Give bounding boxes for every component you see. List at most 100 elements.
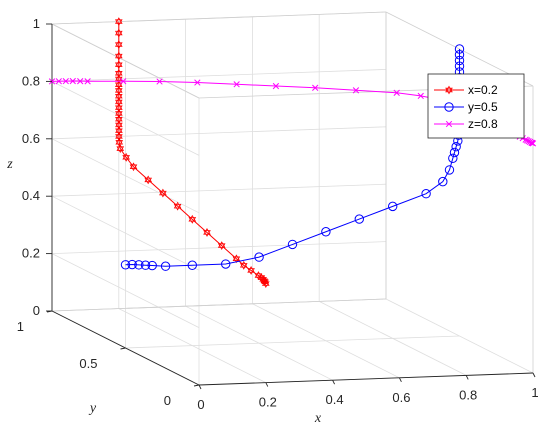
hexagram-triangle-down <box>188 217 197 224</box>
hexagram-triangle-up <box>115 103 123 110</box>
data-point-0-14 <box>144 175 153 185</box>
data-point-0-18 <box>115 137 124 147</box>
data-point-2-4 <box>77 78 84 85</box>
data-point-0-10 <box>203 228 211 237</box>
hexagram-triangle-down <box>144 177 153 185</box>
hexagram-triangle-up <box>114 68 123 76</box>
data-point-1-33 <box>454 55 465 66</box>
y-tick-label: 0 <box>164 393 171 408</box>
hexagram-triangle-up <box>445 85 453 93</box>
legend-entry-0: x=0.2 <box>434 83 498 97</box>
hexagram-triangle-up <box>188 214 197 222</box>
data-point-0-11 <box>188 214 197 224</box>
x-tick-mark <box>532 372 536 378</box>
data-point-0-7 <box>239 260 248 270</box>
hexagram-triangle-up <box>122 152 130 160</box>
back-wall-grid-z <box>51 183 387 197</box>
hexagram-triangle-up <box>115 91 123 99</box>
data-point-2-9 <box>233 81 240 88</box>
legend-marker <box>444 102 454 112</box>
hexagram-triangle-down <box>254 273 263 280</box>
hexagram-triangle-down <box>247 268 255 275</box>
z-tick-label: 1 <box>33 16 40 31</box>
x-tick-label: 1 <box>531 385 538 400</box>
box-edge <box>51 23 200 99</box>
data-point-0-30 <box>114 68 123 78</box>
hexagram-triangle-up <box>115 126 123 133</box>
x-tick-mark <box>465 375 469 380</box>
series-layer <box>48 17 537 288</box>
hexagram-triangle-down <box>173 203 182 211</box>
data-point-1-10 <box>321 227 331 237</box>
hexagram-triangle-down <box>159 190 167 198</box>
y-tick-mark <box>193 384 200 387</box>
data-point-1-6 <box>187 260 198 270</box>
back-wall-grid-z <box>51 126 387 140</box>
left-wall-grid-z <box>51 138 200 214</box>
hexagram-triangle-up <box>129 162 138 169</box>
x-axis-line <box>198 372 534 386</box>
left-wall-grid-z <box>51 81 200 156</box>
back-wall-grid-z <box>51 69 387 82</box>
hexagram-triangle-up <box>114 17 123 24</box>
hexagram-triangle-up <box>144 175 153 183</box>
series-line-0 <box>118 21 267 284</box>
hexagram-triangle-down <box>114 53 123 61</box>
x-marker-stroke <box>393 89 400 96</box>
x-tick-label: 0.4 <box>326 392 344 407</box>
data-point-2-2 <box>62 77 69 85</box>
data-point-1-7 <box>221 259 231 269</box>
z-tick-label: 0.4 <box>22 188 40 203</box>
data-point-2-7 <box>156 78 163 85</box>
x-marker-stroke <box>84 78 91 85</box>
x-tick-label: 0.8 <box>459 387 477 402</box>
box-edge <box>51 298 387 312</box>
data-point-1-11 <box>354 214 364 224</box>
box-edge <box>51 11 387 25</box>
data-point-2-11 <box>312 84 319 91</box>
hexagram-triangle-up <box>254 271 263 278</box>
data-point-1-18 <box>451 142 461 152</box>
data-point-2-12 <box>352 87 360 94</box>
hexagram-triangle-down <box>114 71 123 78</box>
data-point-0-6 <box>247 266 255 275</box>
data-point-1-15 <box>444 165 455 175</box>
x-tick-label: 0.2 <box>259 395 277 410</box>
hexagram-triangle-up <box>114 28 123 36</box>
data-point-0-13 <box>159 188 167 198</box>
x-marker-stroke <box>523 137 531 144</box>
legend-marker <box>445 120 453 128</box>
left-wall-grid-z <box>51 253 200 328</box>
series-0 <box>114 17 270 288</box>
legend-entry-1: y=0.5 <box>434 100 498 114</box>
hexagram-triangle-up <box>114 86 123 93</box>
data-point-1-13 <box>421 189 431 199</box>
hexagram-triangle-down <box>445 87 453 95</box>
series-1 <box>120 44 465 271</box>
x-axis-label: x <box>314 411 322 426</box>
data-point-0-17 <box>116 144 125 154</box>
data-point-1-1 <box>127 259 137 270</box>
data-point-2-3 <box>69 77 76 85</box>
data-point-1-8 <box>254 252 264 262</box>
hexagram-triangle-up <box>217 241 226 248</box>
data-point-2-10 <box>272 82 280 90</box>
hexagram-triangle-down <box>114 42 123 49</box>
hexagram-triangle-up <box>115 137 124 145</box>
hexagram-triangle-up <box>203 228 211 235</box>
y-axis-label: y <box>88 401 97 416</box>
data-point-0-33 <box>114 40 123 49</box>
hexagram-triangle-down <box>114 62 123 70</box>
z-axis-label: z <box>6 157 13 172</box>
y-tick-mark <box>120 347 126 350</box>
hexagram-triangle-up <box>259 274 267 282</box>
data-point-1-3 <box>140 260 151 270</box>
data-point-0-16 <box>122 152 130 162</box>
data-point-1-9 <box>287 239 298 250</box>
data-point-0-12 <box>173 201 182 211</box>
x-marker-stroke <box>352 87 360 94</box>
hexagram-triangle-up <box>114 40 123 47</box>
data-point-1-2 <box>134 260 144 270</box>
axis-layer <box>51 11 534 386</box>
